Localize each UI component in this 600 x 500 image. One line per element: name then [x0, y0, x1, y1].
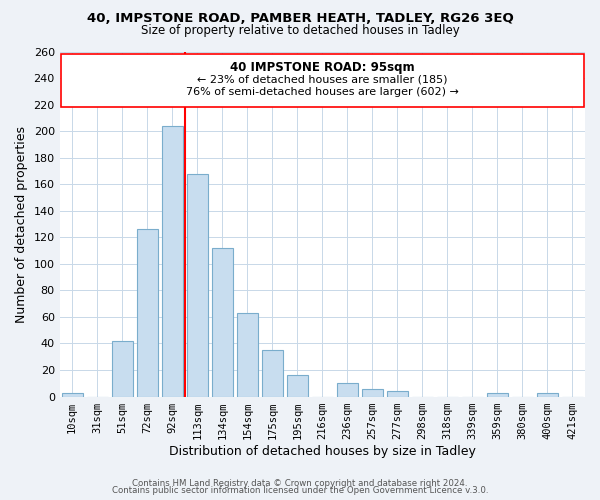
- Bar: [487, 392, 508, 396]
- Bar: [137, 230, 158, 396]
- FancyBboxPatch shape: [61, 54, 584, 107]
- Text: Contains HM Land Registry data © Crown copyright and database right 2024.: Contains HM Land Registry data © Crown c…: [132, 478, 468, 488]
- Bar: [262, 350, 283, 397]
- Bar: [236, 313, 258, 396]
- Text: 76% of semi-detached houses are larger (602) →: 76% of semi-detached houses are larger (…: [186, 88, 459, 98]
- Bar: [187, 174, 208, 396]
- X-axis label: Distribution of detached houses by size in Tadley: Distribution of detached houses by size …: [169, 444, 476, 458]
- Bar: [387, 392, 408, 396]
- Text: 40 IMPSTONE ROAD: 95sqm: 40 IMPSTONE ROAD: 95sqm: [230, 61, 415, 74]
- Bar: [212, 248, 233, 396]
- Bar: [112, 341, 133, 396]
- Y-axis label: Number of detached properties: Number of detached properties: [15, 126, 28, 322]
- Text: 40, IMPSTONE ROAD, PAMBER HEATH, TADLEY, RG26 3EQ: 40, IMPSTONE ROAD, PAMBER HEATH, TADLEY,…: [86, 12, 514, 26]
- Bar: [362, 388, 383, 396]
- Text: Size of property relative to detached houses in Tadley: Size of property relative to detached ho…: [140, 24, 460, 37]
- Text: Contains public sector information licensed under the Open Government Licence v.: Contains public sector information licen…: [112, 486, 488, 495]
- Bar: [337, 384, 358, 396]
- Bar: [287, 376, 308, 396]
- Bar: [161, 126, 183, 396]
- Text: ← 23% of detached houses are smaller (185): ← 23% of detached houses are smaller (18…: [197, 74, 448, 84]
- Bar: [537, 392, 558, 396]
- Bar: [62, 392, 83, 396]
